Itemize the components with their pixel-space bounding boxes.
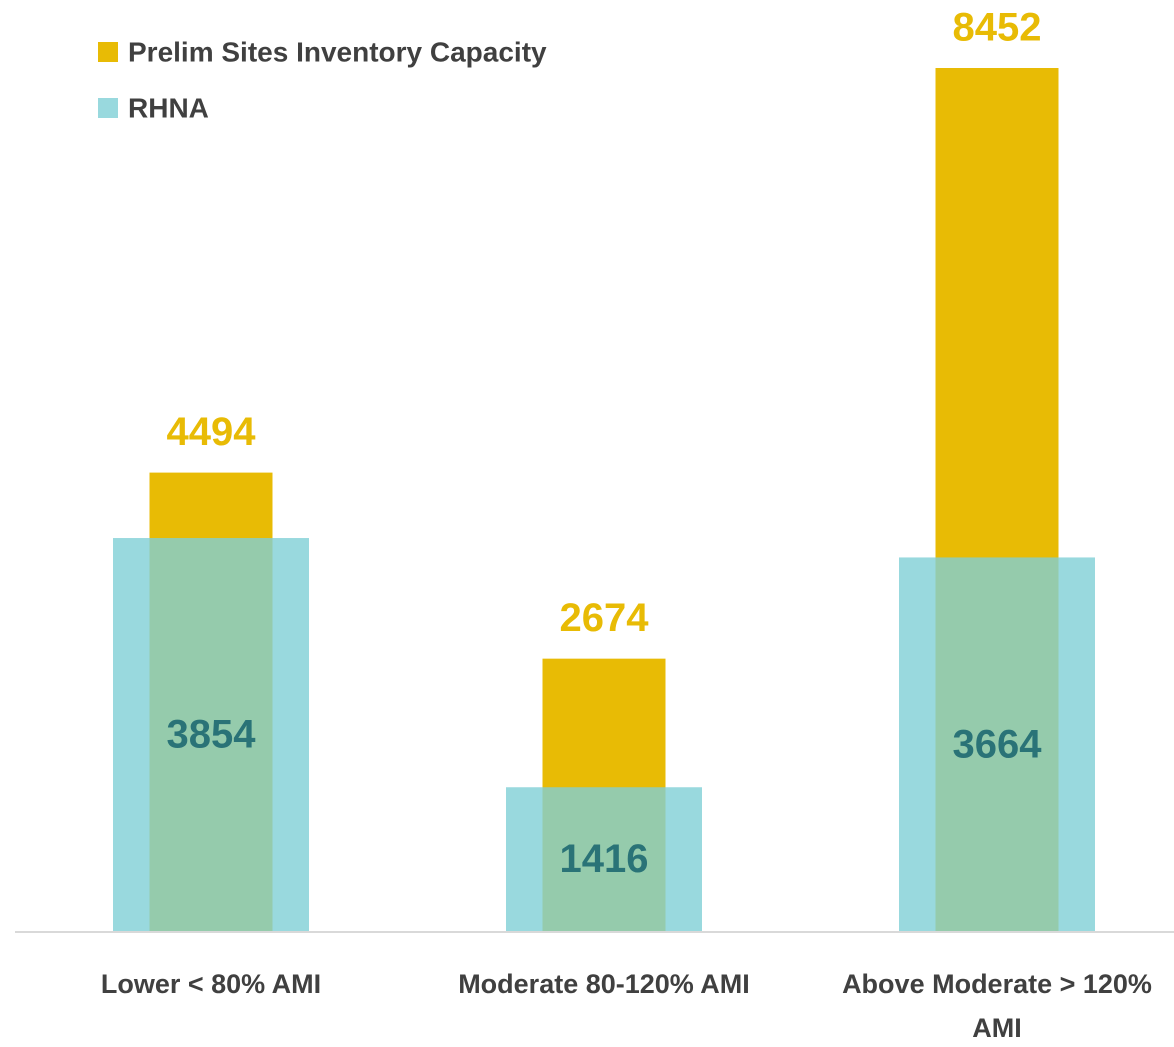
value-label: 3664 <box>953 722 1043 766</box>
x-tick-label: Lower < 80% AMI <box>100 969 322 999</box>
value-label: 3854 <box>167 713 257 757</box>
bar <box>113 538 309 932</box>
legend-swatch <box>98 98 118 118</box>
bar <box>506 787 702 932</box>
value-label: 8452 <box>953 6 1042 50</box>
bar <box>899 557 1095 932</box>
legend-swatch <box>98 42 118 62</box>
x-tick-label: Moderate 80-120% AMI <box>458 969 750 999</box>
value-label: 2674 <box>560 596 650 640</box>
legend-label: RHNA <box>128 92 209 123</box>
value-label: 4494 <box>167 410 257 454</box>
x-tick-label: Above Moderate > 120% AMI <box>842 969 1152 1043</box>
legend-label: Prelim Sites Inventory Capacity <box>128 36 547 67</box>
value-label: 1416 <box>560 837 649 881</box>
